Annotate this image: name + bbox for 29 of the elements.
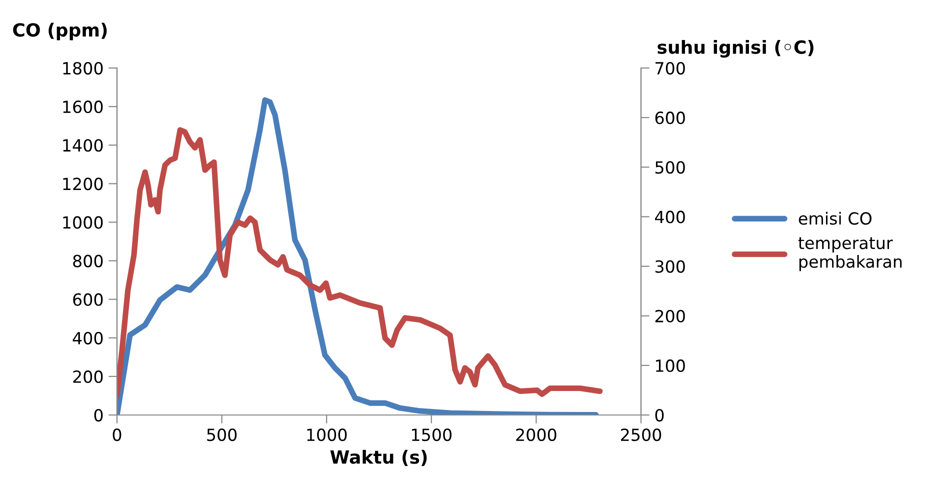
x-tick-label: 0 <box>112 428 122 442</box>
y2-tick-label: 100 <box>656 359 685 372</box>
x-tick-label: 1000 <box>307 428 347 442</box>
y-tick-label: 600 <box>73 293 103 306</box>
x-tick-label: 2000 <box>516 428 556 442</box>
y-tick-label: 800 <box>73 254 103 268</box>
y-tick-label: 400 <box>72 332 103 344</box>
y2-tick-label: 600 <box>655 112 685 124</box>
y2-tick-label: 0 <box>655 408 664 422</box>
legend-label: emisi CO <box>798 212 872 225</box>
y2-tick-label: 500 <box>655 161 685 174</box>
x-tick-label: 500 <box>207 428 237 442</box>
y2-tick-label: 300 <box>655 260 685 273</box>
y-tick-label: 200 <box>73 370 103 384</box>
y2-axis-title: suhu ignisi (◦C) <box>658 40 814 58</box>
y2-tick-label: 200 <box>655 310 685 322</box>
legend-label: temperatur pembakaran <box>798 237 902 272</box>
y2-tick-label: 400 <box>655 210 685 224</box>
x-axis-title: Waktu (s) <box>330 450 427 466</box>
y-tick-label: 1200 <box>63 178 103 190</box>
y-tick-label: 1600 <box>63 100 103 114</box>
y2-tick-label: 700 <box>656 62 685 75</box>
y-tick-label: 1000 <box>63 216 103 229</box>
y-tick-label: 1800 <box>63 62 103 75</box>
y-axis-title: CO (ppm) <box>13 22 107 40</box>
x-tick-label: 1500 <box>412 428 452 442</box>
x-tick-label: 2500 <box>621 428 662 442</box>
y-tick-label: 0 <box>94 408 103 422</box>
y-tick-label: 1400 <box>63 139 103 152</box>
